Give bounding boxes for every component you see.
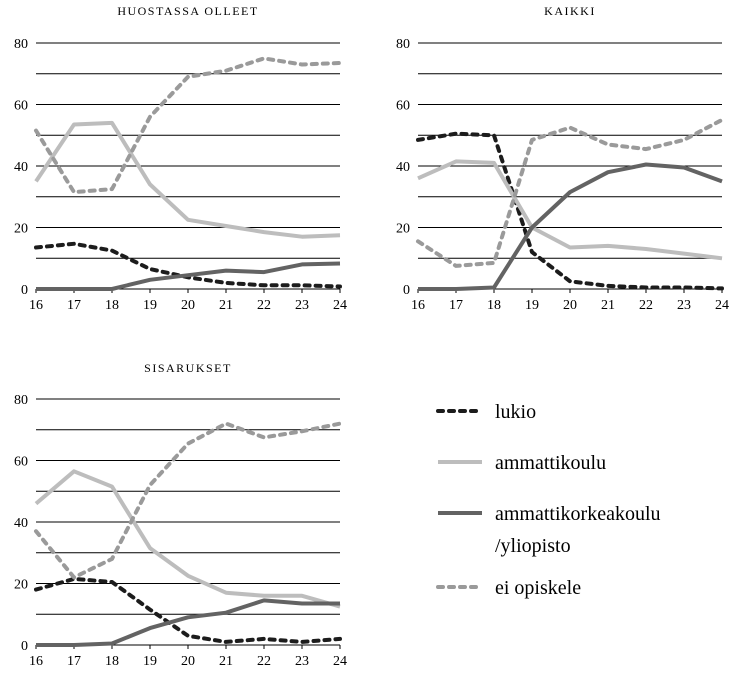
x-tick-label: 22 — [257, 298, 271, 313]
x-tick-label: 18 — [105, 654, 119, 669]
x-tick-label: 22 — [639, 298, 653, 313]
legend-label: ammattikorkeakoulu — [495, 503, 661, 525]
y-tick-label: 60 — [14, 455, 28, 470]
series-line-3 — [36, 598, 340, 647]
y-tick-label: 0 — [21, 639, 28, 654]
series-line-4 — [34, 56, 342, 195]
series-line-2 — [34, 469, 341, 609]
x-tick-label: 19 — [525, 298, 539, 313]
y-tick-label: 0 — [21, 283, 28, 298]
x-tick-label: 18 — [105, 298, 119, 313]
y-tick-label: 60 — [14, 99, 28, 114]
x-tick-label: 17 — [67, 654, 81, 669]
x-tick-label: 20 — [563, 298, 577, 313]
x-tick-label: 16 — [29, 654, 43, 669]
legend-label: /yliopisto — [495, 535, 571, 557]
x-tick-label: 23 — [295, 654, 309, 669]
x-tick-label: 21 — [219, 298, 233, 313]
series-line-2 — [34, 120, 341, 239]
y-tick-label: 40 — [14, 516, 28, 531]
panel-title: HUOSTASSA OLLEET — [117, 4, 258, 18]
legend-label: lukio — [495, 401, 536, 423]
x-tick-label: 24 — [333, 654, 347, 669]
x-tick-label: 19 — [143, 654, 157, 669]
y-tick-label: 0 — [403, 283, 410, 298]
x-tick-label: 24 — [333, 298, 347, 313]
x-tick-label: 21 — [601, 298, 615, 313]
y-tick-label: 20 — [396, 222, 410, 237]
legend-label: ammattikoulu — [495, 452, 606, 474]
series-line-1 — [34, 576, 342, 644]
series-line-4 — [34, 421, 342, 580]
y-tick-label: 40 — [14, 160, 28, 175]
x-tick-label: 17 — [449, 298, 463, 313]
series-line-3 — [36, 261, 341, 291]
y-tick-label: 20 — [14, 578, 28, 593]
x-tick-label: 21 — [219, 654, 233, 669]
y-tick-label: 80 — [396, 37, 410, 52]
y-tick-label: 80 — [14, 393, 28, 408]
x-tick-label: 17 — [67, 298, 81, 313]
x-tick-label: 18 — [487, 298, 501, 313]
x-tick-label: 16 — [411, 298, 425, 313]
y-tick-label: 60 — [396, 99, 410, 114]
y-tick-label: 40 — [396, 160, 410, 175]
panel-3: SISARUKSET 0 20 40 60 80 16 17 18 19 20 21 22 23 24 — [14, 361, 347, 669]
panel-2: KAIKKI 0 20 40 60 80 16 17 18 19 20 21 22 23 24 — [396, 4, 729, 313]
series-line-2 — [417, 159, 723, 261]
series-line-1 — [34, 241, 342, 289]
legend: lukio ammattikoulu ammattikorkeakoulu/ylio… — [436, 401, 661, 599]
y-tick-label: 80 — [14, 37, 28, 52]
x-tick-label: 19 — [143, 298, 157, 313]
panel-1: HUOSTASSA OLLEET 0 20 40 60 80 16 17 18 19 20 21 22 2… — [14, 4, 347, 313]
x-tick-label: 20 — [181, 298, 195, 313]
x-tick-label: 23 — [677, 298, 691, 313]
y-tick-label: 20 — [14, 222, 28, 237]
x-tick-label: 16 — [29, 298, 43, 313]
series-line-4 — [416, 117, 724, 268]
panel-title: KAIKKI — [544, 4, 596, 18]
x-tick-label: 20 — [181, 654, 195, 669]
series-line-1 — [416, 131, 724, 291]
panel-title: SISARUKSET — [144, 361, 232, 375]
x-tick-label: 22 — [257, 654, 271, 669]
x-tick-label: 23 — [295, 298, 309, 313]
legend-label: ei opiskele — [495, 577, 581, 599]
x-tick-label: 24 — [715, 298, 729, 313]
series-line-3 — [418, 162, 723, 291]
